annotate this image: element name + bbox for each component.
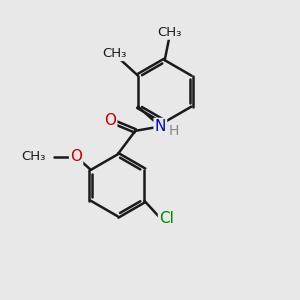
Text: N: N [154, 119, 166, 134]
Text: O: O [70, 149, 82, 164]
Text: H: H [168, 124, 179, 138]
Text: O: O [104, 113, 116, 128]
Text: CH₃: CH₃ [102, 47, 127, 60]
Text: CH₃: CH₃ [21, 150, 45, 163]
Text: Cl: Cl [159, 211, 174, 226]
Text: CH₃: CH₃ [157, 26, 181, 39]
